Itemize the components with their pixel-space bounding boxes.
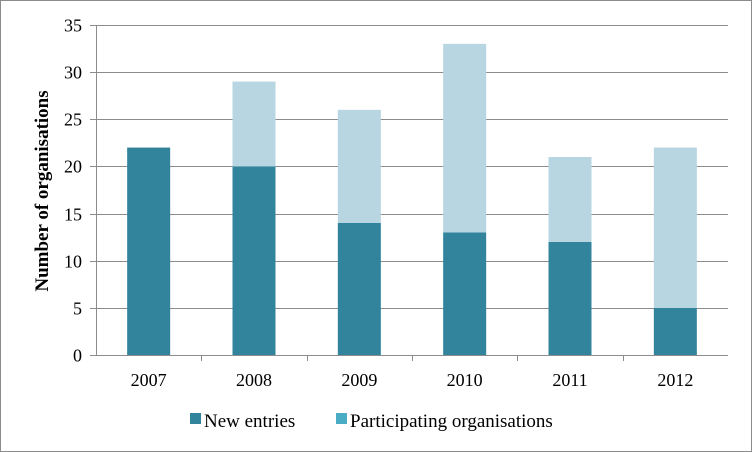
gridlines	[90, 25, 728, 361]
bar-participating-2009	[337, 109, 381, 223]
legend-label-new-entries: New entries	[204, 411, 295, 432]
y-tick-label: 35	[64, 16, 82, 36]
y-tick-label: 25	[64, 110, 82, 130]
x-tick-label: 2010	[447, 370, 483, 390]
y-tick-label: 15	[64, 205, 82, 225]
bar-participating-2012	[653, 147, 697, 308]
bar-new-entries-2010	[443, 232, 487, 355]
x-tick-labels: 2007 2008 2009 2010 2011 2012	[131, 370, 694, 390]
legend-label-participating: Participating organisations	[350, 411, 553, 432]
axes	[96, 25, 728, 356]
x-tick-label: 2011	[552, 370, 587, 390]
x-tick-label: 2007	[131, 370, 167, 390]
legend-swatch-new-entries	[190, 413, 201, 424]
y-tick-label: 20	[64, 157, 82, 177]
bar-new-entries-2012	[653, 307, 697, 355]
y-tick-label: 5	[73, 299, 82, 319]
x-tick-label: 2012	[657, 370, 693, 390]
y-axis-label: Number of organisations	[32, 90, 53, 291]
y-tick-label: 30	[64, 63, 82, 83]
x-tick-label: 2009	[341, 370, 377, 390]
bar-new-entries-2009	[337, 223, 381, 355]
bar-participating-2011	[548, 157, 592, 242]
bar-participating-2010	[443, 43, 487, 233]
legend-swatch-participating	[336, 413, 347, 424]
bar-new-entries-2008	[232, 166, 276, 355]
bar-new-entries-2007	[127, 147, 171, 355]
y-tick-label: 10	[64, 252, 82, 272]
y-tick-label: 0	[73, 346, 82, 366]
x-tick-label: 2008	[236, 370, 272, 390]
bars	[127, 43, 697, 355]
legend: New entries Participating organisations	[190, 411, 553, 432]
y-tick-labels: 0 5 10 15 20 25 30 35	[64, 16, 82, 366]
bar-participating-2008	[232, 81, 276, 167]
bar-new-entries-2011	[548, 241, 592, 355]
